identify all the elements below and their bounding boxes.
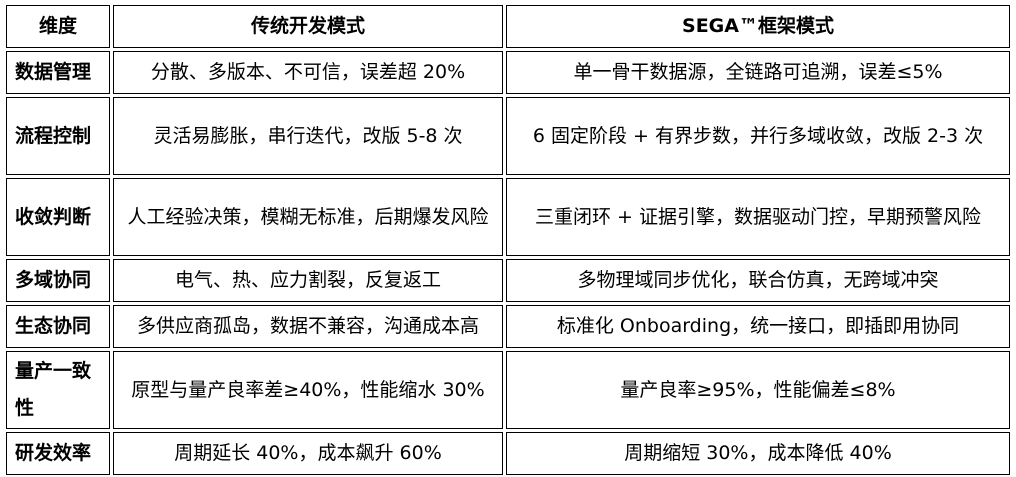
- row-traditional: 原型与量产良率差≥40%，性能缩水 30%: [113, 351, 503, 429]
- row-dimension: 收敛判断: [6, 178, 110, 256]
- row-traditional: 人工经验决策，模糊无标准，后期爆发风险: [113, 178, 503, 256]
- row-sega: 三重闭环 + 证据引擎，数据驱动门控，早期预警风险: [506, 178, 1010, 256]
- header-sega: SEGA™框架模式: [506, 5, 1010, 48]
- header-dimension: 维度: [6, 5, 110, 48]
- row-traditional: 灵活易膨胀，串行迭代，改版 5-8 次: [113, 97, 503, 175]
- row-dimension: 生态协同: [6, 305, 110, 348]
- row-traditional: 分散、多版本、不可信，误差超 20%: [113, 51, 503, 94]
- row-dimension: 量产一致性: [6, 351, 110, 429]
- row-sega: 周期缩短 30%，成本降低 40%: [506, 432, 1010, 475]
- row-dimension: 研发效率: [6, 432, 110, 475]
- row-sega: 6 固定阶段 + 有界步数，并行多域收敛，改版 2-3 次: [506, 97, 1010, 175]
- row-traditional: 周期延长 40%，成本飙升 60%: [113, 432, 503, 475]
- row-traditional: 多供应商孤岛，数据不兼容，沟通成本高: [113, 305, 503, 348]
- row-sega: 量产良率≥95%，性能偏差≤8%: [506, 351, 1010, 429]
- header-traditional: 传统开发模式: [113, 5, 503, 48]
- row-dimension: 数据管理: [6, 51, 110, 94]
- comparison-table: 维度 传统开发模式 SEGA™框架模式 数据管理 分散、多版本、不可信，误差超 …: [6, 5, 1010, 475]
- row-dimension: 流程控制: [6, 97, 110, 175]
- row-sega: 多物理域同步优化，联合仿真，无跨域冲突: [506, 259, 1010, 302]
- row-sega: 标准化 Onboarding，统一接口，即插即用协同: [506, 305, 1010, 348]
- row-traditional: 电气、热、应力割裂，反复返工: [113, 259, 503, 302]
- row-sega: 单一骨干数据源，全链路可追溯，误差≤5%: [506, 51, 1010, 94]
- row-dimension: 多域协同: [6, 259, 110, 302]
